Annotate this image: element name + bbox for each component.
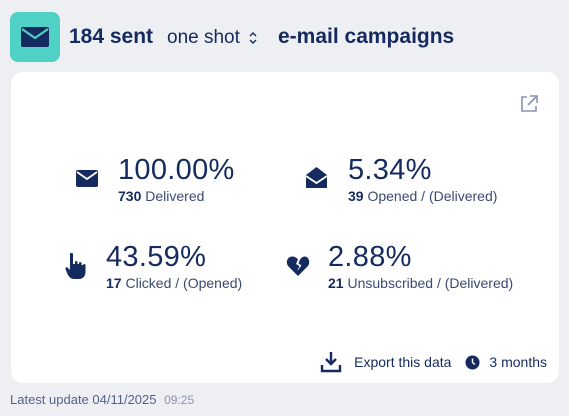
period-label: 3 months bbox=[489, 354, 547, 370]
metric-subtitle: 39 Opened / (Delivered) bbox=[348, 188, 497, 204]
updated-label: Latest update 04/11/2025 bbox=[10, 392, 157, 407]
mode-selector[interactable]: one shot bbox=[167, 27, 258, 49]
clock-icon bbox=[465, 355, 480, 369]
metric-count: 730 bbox=[118, 188, 142, 204]
metric-unsubscribed: 2.88% 21 Unsubscribed / (Delivered) bbox=[328, 242, 513, 291]
metric-value: 5.34% bbox=[348, 154, 432, 186]
updated-time: 09:25 bbox=[164, 393, 195, 407]
external-link-icon[interactable] bbox=[519, 94, 539, 114]
period-selector[interactable]: 3 months bbox=[465, 354, 547, 370]
mode-label: one shot bbox=[167, 27, 240, 48]
metric-label: Unsubscribed / (Delivered) bbox=[347, 275, 514, 291]
header: 184 sent one shot e-mail campaigns bbox=[10, 12, 559, 62]
metric-count: 39 bbox=[348, 188, 364, 204]
metric-value: 100.00% bbox=[118, 154, 235, 186]
metric-value: 2.88% bbox=[328, 241, 412, 273]
card-actions: Export this data 3 months bbox=[320, 351, 547, 373]
metric-count: 17 bbox=[106, 275, 122, 291]
export-button[interactable]: Export this data bbox=[320, 351, 451, 373]
broken-heart-icon bbox=[286, 256, 310, 276]
envelope-open-icon bbox=[305, 167, 328, 188]
latest-update: Latest update 04/11/2025 09:25 bbox=[10, 392, 194, 407]
metric-label: Delivered bbox=[145, 188, 205, 204]
metric-subtitle: 21 Unsubscribed / (Delivered) bbox=[328, 275, 513, 291]
metric-value: 43.59% bbox=[106, 241, 207, 273]
metric-opened: 5.34% 39 Opened / (Delivered) bbox=[348, 155, 497, 204]
metric-clicked: 43.59% 17 Clicked / (Opened) bbox=[106, 242, 242, 291]
metric-count: 21 bbox=[328, 275, 344, 291]
sent-count: 184 sent bbox=[69, 25, 154, 48]
chevron-up-down-icon bbox=[249, 32, 257, 44]
campaigns-title: e-mail campaigns bbox=[278, 25, 455, 48]
envelope-icon bbox=[10, 12, 60, 62]
envelope-icon bbox=[76, 170, 98, 187]
export-label: Export this data bbox=[354, 354, 452, 370]
metric-label: Clicked / (Opened) bbox=[125, 275, 243, 291]
metric-label: Opened / (Delivered) bbox=[367, 188, 498, 204]
metric-delivered: 100.00% 730 Delivered bbox=[118, 155, 235, 204]
pointer-hand-icon bbox=[65, 252, 86, 279]
stats-card: 100.00% 730 Delivered 5.34% 39 Opened / … bbox=[11, 72, 559, 383]
metric-subtitle: 17 Clicked / (Opened) bbox=[106, 275, 242, 291]
metric-subtitle: 730 Delivered bbox=[118, 188, 235, 204]
download-icon bbox=[320, 352, 342, 373]
